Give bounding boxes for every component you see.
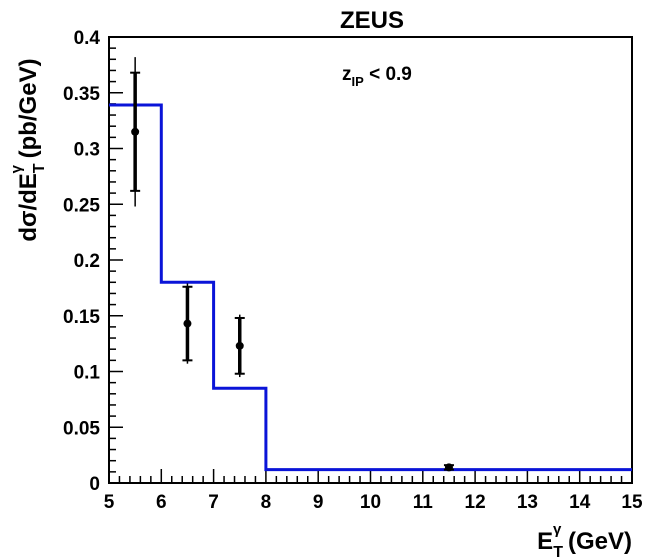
data-point-group <box>443 463 454 472</box>
x-tick-label: 7 <box>208 492 219 513</box>
x-tick-label: 8 <box>261 492 272 513</box>
plot-area: 5 6 7 8 9 10 11 12 13 14 15 0 0.05 0.1 0.15 0.2 0.25 0.3 0… <box>63 28 643 513</box>
x-tick-label: 5 <box>104 492 115 513</box>
data-point-group <box>182 283 193 364</box>
y-axis-label: dσ/dETγ (pb/GeV) <box>8 58 48 241</box>
x-axis-label: ETγ (GeV) <box>537 521 632 560</box>
data-point-group <box>130 57 141 207</box>
x-tick-label: 12 <box>465 492 486 513</box>
data-point-group <box>234 314 245 378</box>
x-tick-label: 11 <box>413 492 434 513</box>
x-tick-label: 14 <box>569 492 591 513</box>
plot-frame <box>108 36 633 484</box>
y-tick-label: 0.1 <box>74 363 101 384</box>
data-point <box>444 463 453 472</box>
x-tick-label: 10 <box>360 492 381 513</box>
data-point <box>183 319 192 328</box>
y-tick-label: 0.4 <box>74 28 101 49</box>
y-tick-label: 0.3 <box>74 140 100 161</box>
x-tick-label: 6 <box>156 492 167 513</box>
y-tick-label: 0 <box>89 474 100 495</box>
chart-title: ZEUS <box>340 7 404 34</box>
x-tick-label: 9 <box>313 492 324 513</box>
x-tick-label: 13 <box>517 492 538 513</box>
y-tick-label: 0.15 <box>63 307 100 328</box>
y-tick-label: 0.05 <box>63 418 100 439</box>
data-point <box>131 127 140 136</box>
region-annotation: zIP < 0.9 <box>342 64 412 89</box>
x-tick-label: 15 <box>621 492 643 513</box>
prediction-histogram <box>109 103 632 472</box>
data-point <box>235 341 244 350</box>
y-tick-label: 0.35 <box>63 84 100 105</box>
y-tick-label: 0.25 <box>63 195 100 216</box>
y-tick-label: 0.2 <box>74 251 100 272</box>
